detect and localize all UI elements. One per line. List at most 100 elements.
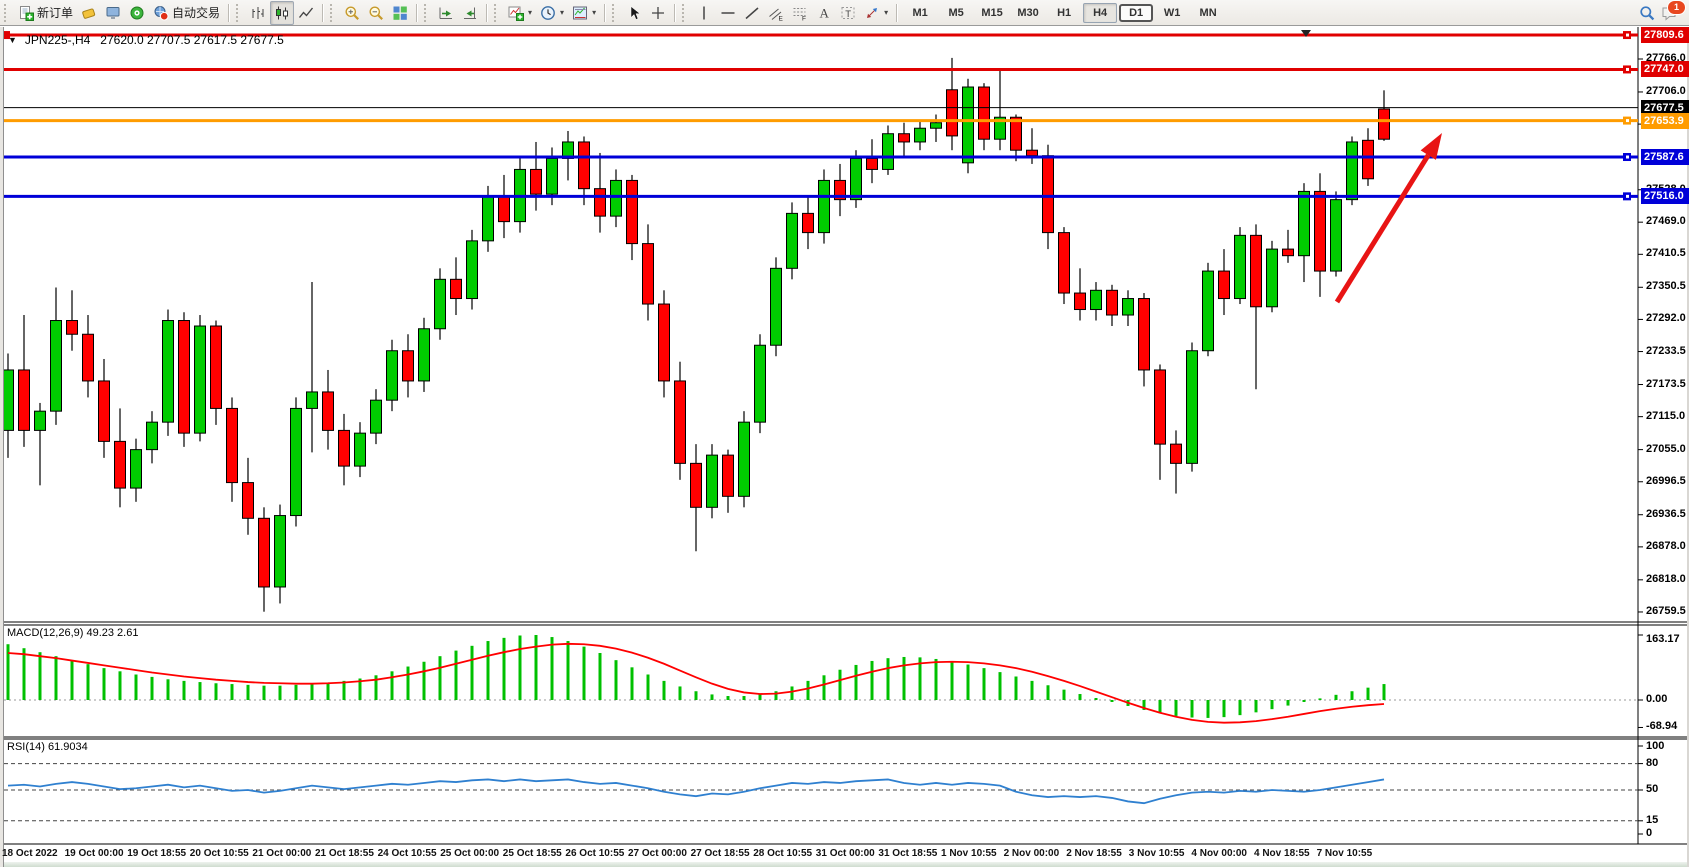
dropdown-caret-icon[interactable]: ▾: [592, 8, 597, 17]
line-chart-button[interactable]: [294, 1, 318, 25]
price-tick-label: 27292.0: [1646, 312, 1686, 325]
candlestick: [274, 515, 286, 588]
line-handle-dot: [1626, 67, 1629, 71]
history-center-button[interactable]: [77, 1, 101, 25]
chart-menu-triangle-icon[interactable]: ▼: [8, 35, 17, 45]
candlestick: [770, 267, 782, 346]
crosshair-icon: [650, 5, 666, 21]
search-icon[interactable]: [1639, 5, 1655, 21]
text-button[interactable]: A: [812, 1, 836, 25]
text-label-button[interactable]: T: [836, 1, 860, 25]
candlestick: [1106, 289, 1118, 316]
timeframe-button-m15[interactable]: M15: [981, 6, 1003, 19]
line-handle-dot: [1626, 119, 1629, 123]
bar-chart-button[interactable]: [246, 1, 270, 25]
chart-window[interactable]: ▼ JPN225-,H4 27620.0 27707.5 27617.5 276…: [0, 27, 1689, 867]
candlestick: [498, 196, 510, 223]
candlestick: [834, 179, 846, 201]
indicators-button[interactable]: ▾: [504, 1, 536, 25]
candlestick: [1218, 270, 1230, 300]
timeframe-button-m1[interactable]: M1: [912, 6, 928, 19]
time-axis-label: 2 Nov 00:00: [1003, 848, 1060, 859]
candlestick: [194, 325, 206, 434]
timeframe-button-mn[interactable]: MN: [1199, 6, 1217, 19]
periods-button[interactable]: ▾: [536, 1, 568, 25]
trendline-icon: [744, 5, 760, 21]
trendline-button[interactable]: [740, 1, 764, 25]
candlestick: [242, 482, 254, 519]
new-order-button[interactable]: 新订单: [14, 1, 77, 25]
tile-windows-button[interactable]: [388, 1, 412, 25]
time-axis-label: 25 Oct 00:00: [440, 848, 500, 859]
candlestick: [82, 333, 94, 382]
vline-icon: [696, 5, 712, 21]
rsi-axis-label: 80: [1646, 756, 1659, 769]
dropdown-caret-icon[interactable]: ▾: [884, 8, 889, 17]
toolbar: 新订单 自动交易 ▾ ▾ ▾ E F A T ▾ M1 M5 M15 M30 H1 H4 D1 W1 MN 1: [0, 0, 1689, 26]
dropdown-caret-icon[interactable]: ▾: [560, 8, 565, 17]
chart-symbol-period: JPN225-,H4: [24, 33, 91, 47]
toolbar-separator: [416, 3, 419, 22]
candlestick: [466, 240, 478, 300]
candlestick: [786, 212, 798, 269]
zoom-in-button[interactable]: [340, 1, 364, 25]
toolbar-grip: [682, 3, 689, 22]
horizontal-line-button[interactable]: [716, 1, 740, 25]
candlestick: [1090, 289, 1102, 311]
arrows-button[interactable]: ▾: [860, 1, 892, 25]
candlestick: [898, 133, 910, 143]
timeframe-button-h1[interactable]: H1: [1057, 6, 1072, 19]
equidistant-channel-button[interactable]: E: [764, 1, 788, 25]
toolbar-separator: [604, 3, 607, 22]
clock-icon: [540, 5, 556, 21]
chat-icon[interactable]: 1: [1661, 0, 1686, 21]
candles-icon: [274, 5, 290, 21]
candlestick: [1282, 248, 1294, 257]
crosshair-button[interactable]: [646, 1, 670, 25]
timeframe-button-w1[interactable]: W1: [1163, 6, 1181, 19]
candlestick: [306, 391, 318, 409]
market-watch-button[interactable]: [101, 1, 125, 25]
cursor-button[interactable]: [622, 1, 646, 25]
candlestick: [578, 141, 590, 190]
timeframe-button-d1[interactable]: D1: [1119, 3, 1154, 22]
candlestick: [962, 86, 974, 164]
window-left-border: [0, 27, 4, 867]
candlestick: [1170, 443, 1182, 464]
line-anchor-handle[interactable]: [2, 31, 10, 40]
svg-text:F: F: [802, 15, 806, 21]
rsi-axis-label: 50: [1646, 783, 1659, 795]
hline-icon: [720, 5, 736, 21]
candlestick: [1330, 199, 1342, 272]
price-tick-label: 27706.0: [1646, 84, 1686, 97]
candlestick: [1058, 232, 1070, 294]
signals-button[interactable]: [125, 1, 149, 25]
signal-icon: [129, 5, 145, 21]
price-tick-label: 27233.5: [1646, 344, 1686, 357]
chart-shift-marker-icon[interactable]: [1301, 30, 1311, 37]
chart-shift-button[interactable]: [458, 1, 482, 25]
fibonacci-button[interactable]: F: [788, 1, 812, 25]
candlestick-chart-button[interactable]: [270, 0, 295, 25]
candlestick: [1122, 298, 1134, 316]
macd-signal-line: [7, 642, 1385, 724]
price-chart-canvas[interactable]: [0, 27, 1689, 867]
auto-scroll-button[interactable]: [434, 1, 458, 25]
candlestick: [1266, 248, 1278, 308]
macd-indicator-label: MACD(12,26,9) 49.23 2.61: [7, 627, 139, 639]
autotrading-button[interactable]: 自动交易: [149, 1, 224, 25]
candlestick: [18, 369, 30, 431]
dropdown-caret-icon[interactable]: ▾: [528, 8, 533, 17]
timeframe-button-h4[interactable]: H4: [1083, 2, 1118, 23]
candlestick: [322, 391, 334, 431]
trend-arrow-head[interactable]: [1420, 133, 1442, 160]
vertical-line-button[interactable]: [692, 1, 716, 25]
timeframe-button-m5[interactable]: M5: [948, 6, 964, 19]
candlestick: [98, 380, 110, 442]
templates-button[interactable]: ▾: [568, 1, 600, 25]
timeframe-button-m30[interactable]: M30: [1017, 6, 1039, 19]
zoom-out-button[interactable]: [364, 1, 388, 25]
trend-arrow[interactable]: [1334, 153, 1431, 304]
time-axis-label: 27 Oct 00:00: [628, 848, 687, 859]
